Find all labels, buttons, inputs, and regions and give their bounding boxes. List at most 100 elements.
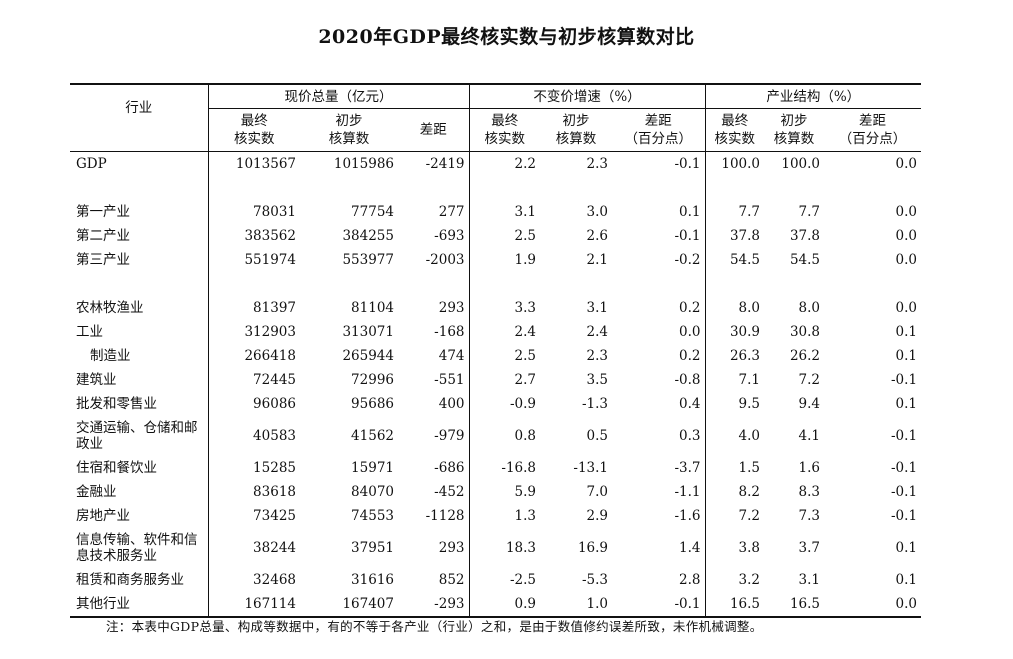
cell-growth-prelim: 1.0 bbox=[540, 592, 613, 618]
cell-structure-diff: -0.1 bbox=[891, 484, 918, 500]
cell-current-price-final: 167114 bbox=[207, 592, 300, 618]
cell-growth-diff: 1.4 bbox=[679, 540, 701, 556]
cell-growth-final: -16.8 bbox=[468, 456, 541, 480]
footnote: 注：本表中GDP总量、构成等数据中，有的不等于各产业（行业）之和，是由于数值修约… bbox=[106, 619, 763, 634]
cell-current-price-prelim: 95686 bbox=[351, 396, 394, 412]
industry-name: 制造业 bbox=[90, 348, 131, 364]
industry-name: 房地产业 bbox=[76, 508, 130, 524]
cell-current-price-prelim: 1015986 bbox=[333, 156, 394, 172]
cell-structure-final: 3.2 bbox=[704, 568, 765, 592]
cell-structure-final: 16.5 bbox=[704, 592, 765, 618]
table-row: 租赁和商务服务业 32468 31616 852 -2.5 -5.3 2.8 3.2 3.1 0.… bbox=[70, 568, 921, 592]
cell-current-price-diff: 293 bbox=[438, 540, 465, 556]
cell-growth-final: 5.9 bbox=[468, 480, 541, 504]
cell-structure-diff: 0.1 bbox=[895, 348, 918, 364]
cell-growth-diff: -0.1 bbox=[674, 228, 701, 244]
subheader-current-price-final: 最终 核实数 bbox=[207, 108, 300, 152]
cell-current-price-final: 1013567 bbox=[207, 151, 300, 176]
cell-growth-diff: 2.8 bbox=[679, 572, 701, 588]
cell-structure-prelim: 100.0 bbox=[781, 156, 821, 172]
cell-growth-prelim: 16.9 bbox=[577, 540, 609, 556]
cell-current-price-prelim: 167407 bbox=[300, 592, 398, 618]
cell-structure-final: 9.5 bbox=[704, 392, 765, 416]
cell-current-price-final: 73425 bbox=[207, 504, 300, 528]
cell-structure-prelim: 37.8 bbox=[789, 228, 821, 244]
cell-current-price-final: 72445 bbox=[207, 368, 300, 392]
cell-growth-prelim: 3.1 bbox=[586, 300, 609, 316]
cell-current-price-diff: 852 bbox=[438, 572, 465, 588]
cell-growth-prelim: 2.4 bbox=[586, 324, 609, 340]
cell-structure-diff: 0.0 bbox=[895, 204, 918, 220]
cell-structure-final: 4.0 bbox=[704, 416, 765, 456]
cell-current-price-prelim: 15971 bbox=[351, 460, 394, 476]
cell-current-price-final: 83618 bbox=[207, 480, 300, 504]
table-row: 第二产业 383562 384255 -693 2.5 2.6 -0.1 37.8 37.8 0.… bbox=[70, 224, 921, 248]
cell-growth-prelim: 3.0 bbox=[586, 204, 609, 220]
cell-structure-diff: 0.1 bbox=[895, 324, 918, 340]
cell-current-price-final: 40583 bbox=[207, 416, 300, 456]
table-title: 2020年GDP最终核实数与初步核算数对比 bbox=[318, 26, 695, 48]
subheader-current-price-diff: 差距 bbox=[398, 108, 470, 152]
cell-growth-final: 1.3 bbox=[468, 504, 541, 528]
cell-growth-prelim: 3.5 bbox=[586, 372, 609, 388]
cell-structure-final: 8.2 bbox=[704, 480, 765, 504]
cell-growth-final: 2.4 bbox=[468, 320, 541, 344]
cell-growth-final: 2.7 bbox=[468, 368, 541, 392]
cell-structure-diff: 0.0 bbox=[895, 252, 918, 268]
cell-current-price-prelim: 553977 bbox=[342, 252, 394, 268]
cell-structure-prelim: 3.1 bbox=[798, 572, 821, 588]
table-row: 信息传输、软件和信息技术服务业 38244 37951 293 18.3 16.9 1.4 3… bbox=[70, 528, 921, 568]
cell-current-price-prelim: 384255 bbox=[342, 228, 394, 244]
industry-name: 批发和零售业 bbox=[76, 396, 157, 412]
subheader-current-price-prelim: 初步 核算数 bbox=[300, 108, 398, 152]
industry-name: 其他行业 bbox=[70, 592, 208, 618]
cell-current-price-diff: -452 bbox=[434, 484, 465, 500]
cell-growth-diff: 0.3 bbox=[679, 428, 701, 444]
cell-growth-diff: -1.6 bbox=[674, 508, 701, 524]
cell-current-price-prelim: 31616 bbox=[351, 572, 394, 588]
cell-structure-prelim: 3.7 bbox=[798, 540, 821, 556]
table-row: 金融业 83618 84070 -452 5.9 7.0 -1.1 8.2 8.3 -0.1 bbox=[70, 480, 921, 504]
cell-growth-final: 0.9 bbox=[468, 592, 541, 618]
subheader-growth-prelim: 初步 核算数 bbox=[540, 108, 613, 152]
cell-structure-diff: 0.0 bbox=[895, 228, 918, 244]
cell-structure-prelim: 1.6 bbox=[798, 460, 821, 476]
subheader-structure-prelim: 初步 核算数 bbox=[764, 108, 825, 152]
subheader-growth-final: 最终 核实数 bbox=[468, 108, 541, 152]
table-row: GDP 1013567 1015986 -2419 2.2 2.3 -0.1 100.0 100… bbox=[70, 151, 921, 176]
cell-structure-final: 7.2 bbox=[704, 504, 765, 528]
industry-name: 第二产业 bbox=[76, 228, 130, 244]
cell-growth-diff: -0.1 bbox=[674, 156, 701, 172]
group-header-structure: 产业结构（%） bbox=[704, 83, 922, 109]
cell-structure-diff: 0.0 bbox=[895, 156, 918, 172]
cell-growth-final: 3.1 bbox=[468, 200, 541, 224]
cell-growth-prelim: 2.3 bbox=[586, 348, 609, 364]
industry-name: GDP bbox=[76, 156, 107, 172]
cell-growth-prelim: 2.6 bbox=[586, 228, 609, 244]
cell-growth-diff: -0.1 bbox=[612, 592, 706, 618]
cell-current-price-diff: -693 bbox=[434, 228, 465, 244]
industry-name: 工业 bbox=[76, 324, 103, 340]
cell-current-price-final: 266418 bbox=[207, 344, 300, 368]
industry-name: 建筑业 bbox=[76, 372, 117, 388]
cell-growth-prelim: -13.1 bbox=[573, 460, 609, 476]
cell-current-price-final: 96086 bbox=[207, 392, 300, 416]
cell-current-price-prelim: 77754 bbox=[351, 204, 394, 220]
cell-growth-final: 2.5 bbox=[468, 224, 541, 248]
cell-current-price-final: 551974 bbox=[207, 248, 300, 272]
cell-structure-final: 7.7 bbox=[704, 200, 765, 224]
cell-structure-diff: -0.1 bbox=[891, 428, 918, 444]
cell-growth-diff: 0.2 bbox=[679, 300, 701, 316]
cell-current-price-prelim: 74553 bbox=[351, 508, 394, 524]
table-row: 建筑业 72445 72996 -551 2.7 3.5 -0.8 7.1 7.2 -0.1 bbox=[70, 368, 921, 392]
table-row: 其他行业 167114 167407 -293 0.9 1.0 -0.1 16.5 16.5 0.… bbox=[70, 592, 922, 618]
cell-current-price-prelim: 72996 bbox=[351, 372, 394, 388]
cell-current-price-diff: -293 bbox=[398, 592, 470, 618]
industry-name: 第一产业 bbox=[76, 204, 130, 220]
table-row: 批发和零售业 96086 95686 400 -0.9 -1.3 0.4 9.5 9.4 0.1 bbox=[70, 392, 921, 416]
industry-name: 住宿和餐饮业 bbox=[76, 460, 157, 476]
cell-growth-diff: 0.4 bbox=[679, 396, 701, 412]
cell-current-price-diff: -979 bbox=[434, 428, 465, 444]
cell-growth-diff: 0.1 bbox=[679, 204, 701, 220]
cell-structure-prelim: 8.3 bbox=[798, 484, 821, 500]
